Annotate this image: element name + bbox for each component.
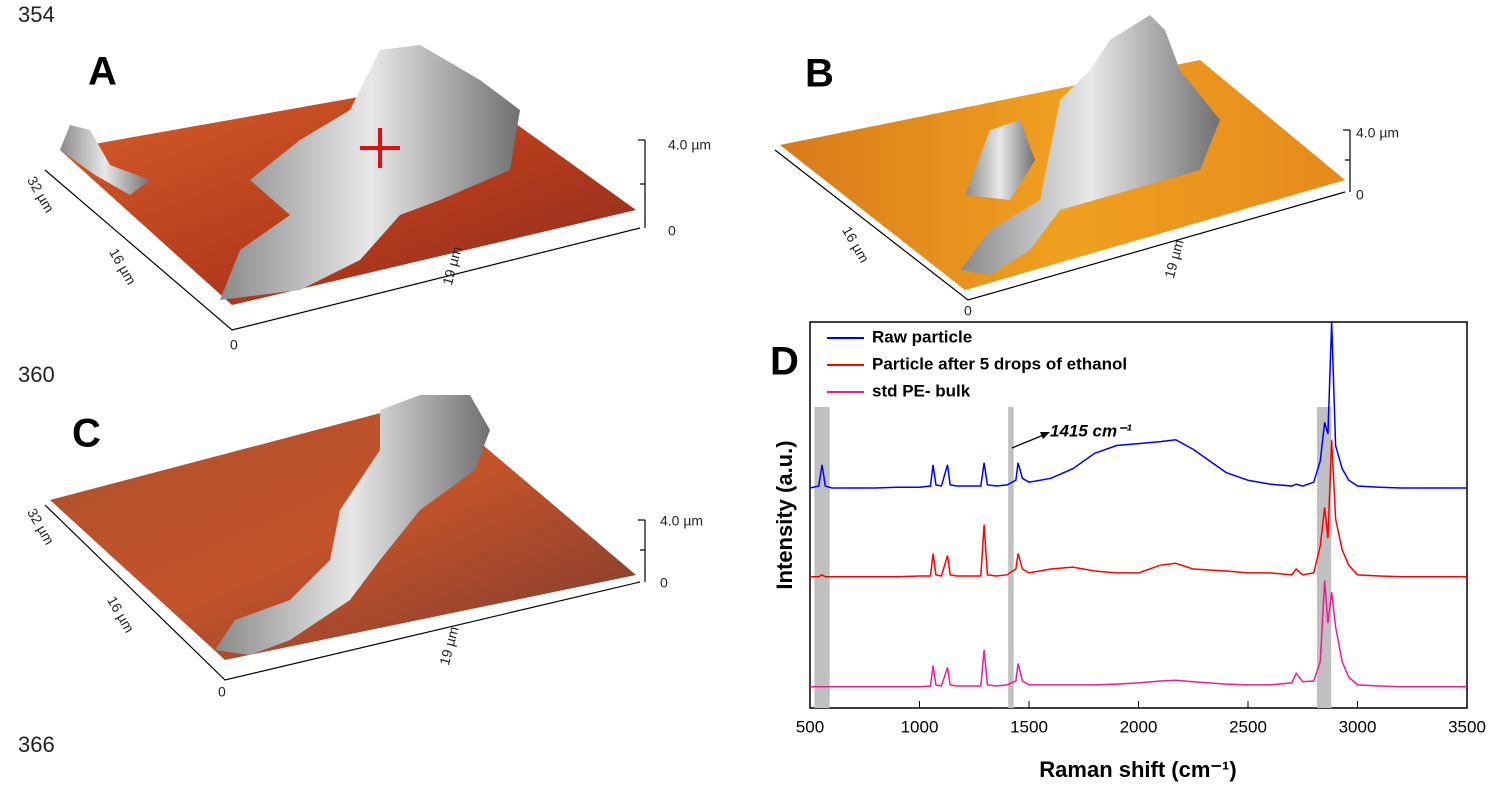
axes — [774, 129, 1351, 301]
afm-panel-b: B 4.0 µm 0 16 µm 19 µm 0 — [774, 15, 1399, 319]
panel-label: D — [770, 340, 799, 384]
axis-label: 32 µm — [24, 173, 57, 215]
z-label: 0 — [668, 223, 676, 239]
x-tick-label: 2000 — [1120, 717, 1158, 736]
particle — [220, 45, 520, 300]
series-line — [810, 439, 1467, 578]
afm-panel-c: C 4.0 µm 0 32 µm 16 µm 19 µm 0 — [24, 395, 703, 700]
axes — [44, 504, 646, 681]
highlight-band — [1316, 407, 1332, 708]
z-label: 0 — [1356, 187, 1364, 203]
afm-panel-a: A 4.0 µm 0 32 µm 16 µm 19 µm 0 — [24, 45, 711, 353]
axes — [44, 139, 646, 331]
panel-label: C — [72, 412, 101, 456]
axis-label: 19 µm — [436, 625, 462, 667]
line-number: 354 — [18, 2, 55, 27]
axis-label: 0 — [230, 337, 238, 353]
series-line — [810, 580, 1467, 688]
x-tick-label: 3000 — [1339, 717, 1377, 736]
y-axis-label: Intensity (a.u.) — [772, 440, 797, 589]
panel-label: B — [805, 52, 834, 96]
highlight-band — [814, 407, 830, 708]
x-tick-label: 3500 — [1448, 717, 1486, 736]
z-label: 4.0 µm — [1356, 125, 1399, 141]
axis-label: 16 µm — [106, 245, 139, 287]
x-tick-label: 1000 — [901, 717, 939, 736]
legend-label: Particle after 5 drops of ethanol — [872, 354, 1127, 373]
x-tick-label: 500 — [796, 717, 824, 736]
x-axis-label: Raman shift (cm⁻¹) — [1039, 757, 1236, 782]
z-label: 0 — [660, 575, 668, 591]
panel-label: A — [88, 50, 117, 94]
annotation: 1415 cm⁻¹ — [1050, 421, 1132, 440]
axis-label: 0 — [964, 303, 972, 319]
line-number: 360 — [18, 362, 55, 387]
particle — [60, 125, 150, 195]
axis-label: 16 µm — [839, 223, 872, 265]
series-line — [809, 321, 1467, 489]
x-tick-label: 2500 — [1229, 717, 1267, 736]
highlight-band — [1008, 407, 1014, 708]
annotation-arrow — [1011, 433, 1047, 449]
plot-frame — [809, 321, 1468, 709]
line-number: 366 — [18, 732, 55, 757]
x-tick-label: 1500 — [1010, 717, 1048, 736]
z-label: 4.0 µm — [668, 137, 711, 153]
axis-label: 0 — [218, 684, 226, 700]
particle — [215, 395, 490, 655]
cross-marker — [360, 128, 400, 168]
raman-chart: D Intensity (a.u.) Raman shift (cm⁻¹) 50… — [770, 321, 1486, 782]
particle — [965, 120, 1035, 200]
legend-label: std PE- bulk — [872, 381, 971, 400]
annotation-arrowhead — [1040, 432, 1050, 439]
z-label: 4.0 µm — [660, 513, 703, 529]
legend-label: Raw particle — [872, 327, 972, 346]
axis-label: 16 µm — [104, 593, 137, 635]
particle — [960, 15, 1220, 275]
